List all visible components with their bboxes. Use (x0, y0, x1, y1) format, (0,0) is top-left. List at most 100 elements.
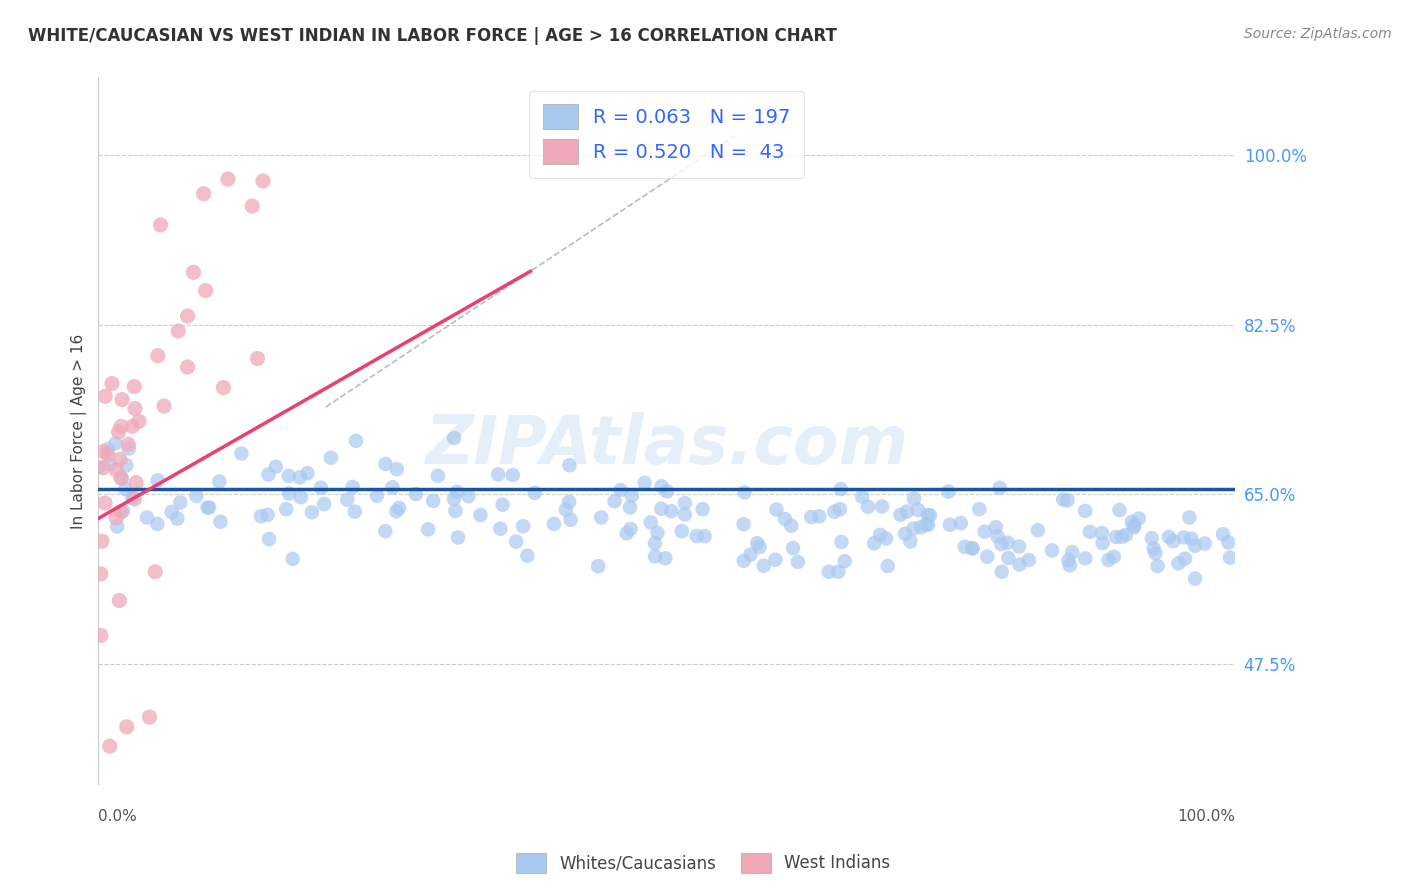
Point (875, 532, 897, 546)
Point (426, 468, 449, 483)
Point (246, 351, 269, 366)
Point (634, 475, 657, 490)
Point (1108, 503, 1130, 517)
Point (117, 437, 139, 451)
Point (619, 500, 641, 515)
Point (446, 485, 468, 500)
Point (851, 490, 873, 504)
Point (212, 381, 235, 395)
Point (918, 508, 941, 523)
Point (112, 504, 135, 518)
Point (1219, 550, 1241, 565)
Point (692, 502, 714, 516)
Point (1123, 518, 1146, 533)
Point (1218, 535, 1240, 549)
Point (1040, 543, 1063, 558)
Point (166, 511, 188, 525)
Point (374, 457, 396, 471)
Point (939, 517, 962, 532)
Point (693, 529, 716, 543)
Point (143, 565, 166, 579)
Point (209, 515, 232, 529)
Point (1128, 511, 1150, 525)
Point (748, 540, 770, 554)
Legend: R = 0.063   N = 197, R = 0.520   N =  43: R = 0.063 N = 197, R = 0.520 N = 43 (529, 91, 804, 178)
Point (97, 448, 120, 462)
Point (834, 554, 856, 568)
Point (124, 401, 146, 416)
Point (560, 513, 582, 527)
Point (138, 710, 160, 724)
Point (94, 496, 117, 510)
Point (470, 508, 492, 522)
Point (336, 492, 359, 507)
Text: 100.0%: 100.0% (1177, 809, 1236, 824)
Point (903, 521, 925, 535)
Point (1121, 515, 1143, 529)
Point (554, 502, 576, 516)
Point (197, 500, 219, 515)
Point (111, 392, 134, 407)
Point (278, 486, 301, 500)
Point (257, 467, 280, 482)
Point (443, 431, 465, 445)
Point (381, 480, 404, 494)
Point (609, 483, 631, 497)
Point (773, 512, 796, 526)
Point (101, 376, 124, 391)
Point (111, 471, 134, 485)
Point (655, 484, 678, 499)
Point (491, 498, 513, 512)
Point (1091, 536, 1114, 550)
Text: 0.0%: 0.0% (98, 809, 138, 824)
Point (1167, 557, 1189, 571)
Text: WHITE/CAUCASIAN VS WEST INDIAN IN LABOR FORCE | AGE > 16 CORRELATION CHART: WHITE/CAUCASIAN VS WEST INDIAN IN LABOR … (28, 27, 837, 45)
Point (93, 444, 115, 458)
Point (374, 524, 396, 538)
Point (1008, 558, 1031, 572)
Point (817, 565, 839, 579)
Point (115, 458, 138, 473)
Point (489, 522, 512, 536)
Point (108, 593, 131, 607)
Point (1144, 546, 1167, 560)
Point (505, 534, 527, 549)
Point (1178, 510, 1201, 524)
Point (309, 481, 332, 495)
Point (910, 520, 932, 534)
Point (193, 186, 215, 201)
Point (105, 511, 128, 525)
Point (486, 467, 509, 482)
Point (997, 550, 1019, 565)
Point (1194, 536, 1216, 550)
Point (160, 505, 183, 519)
Point (297, 467, 319, 481)
Legend: Whites/Caucasians, West Indians: Whites/Caucasians, West Indians (509, 847, 897, 880)
Point (149, 218, 172, 232)
Point (319, 450, 342, 465)
Point (516, 549, 538, 563)
Point (344, 434, 367, 448)
Point (894, 526, 917, 541)
Point (443, 491, 465, 506)
Point (110, 471, 132, 485)
Point (619, 522, 641, 536)
Point (257, 532, 280, 546)
Point (231, 446, 253, 460)
Point (281, 552, 304, 566)
Point (1062, 545, 1084, 559)
Point (388, 500, 411, 515)
Point (765, 553, 787, 567)
Point (938, 484, 960, 499)
Text: Source: ZipAtlas.com: Source: ZipAtlas.com (1244, 27, 1392, 41)
Point (1056, 493, 1078, 508)
Point (823, 505, 845, 519)
Point (208, 475, 231, 489)
Point (1105, 530, 1128, 544)
Point (240, 199, 263, 213)
Point (949, 516, 972, 530)
Point (644, 536, 666, 550)
Point (198, 500, 221, 515)
Point (863, 536, 886, 550)
Point (1111, 530, 1133, 544)
